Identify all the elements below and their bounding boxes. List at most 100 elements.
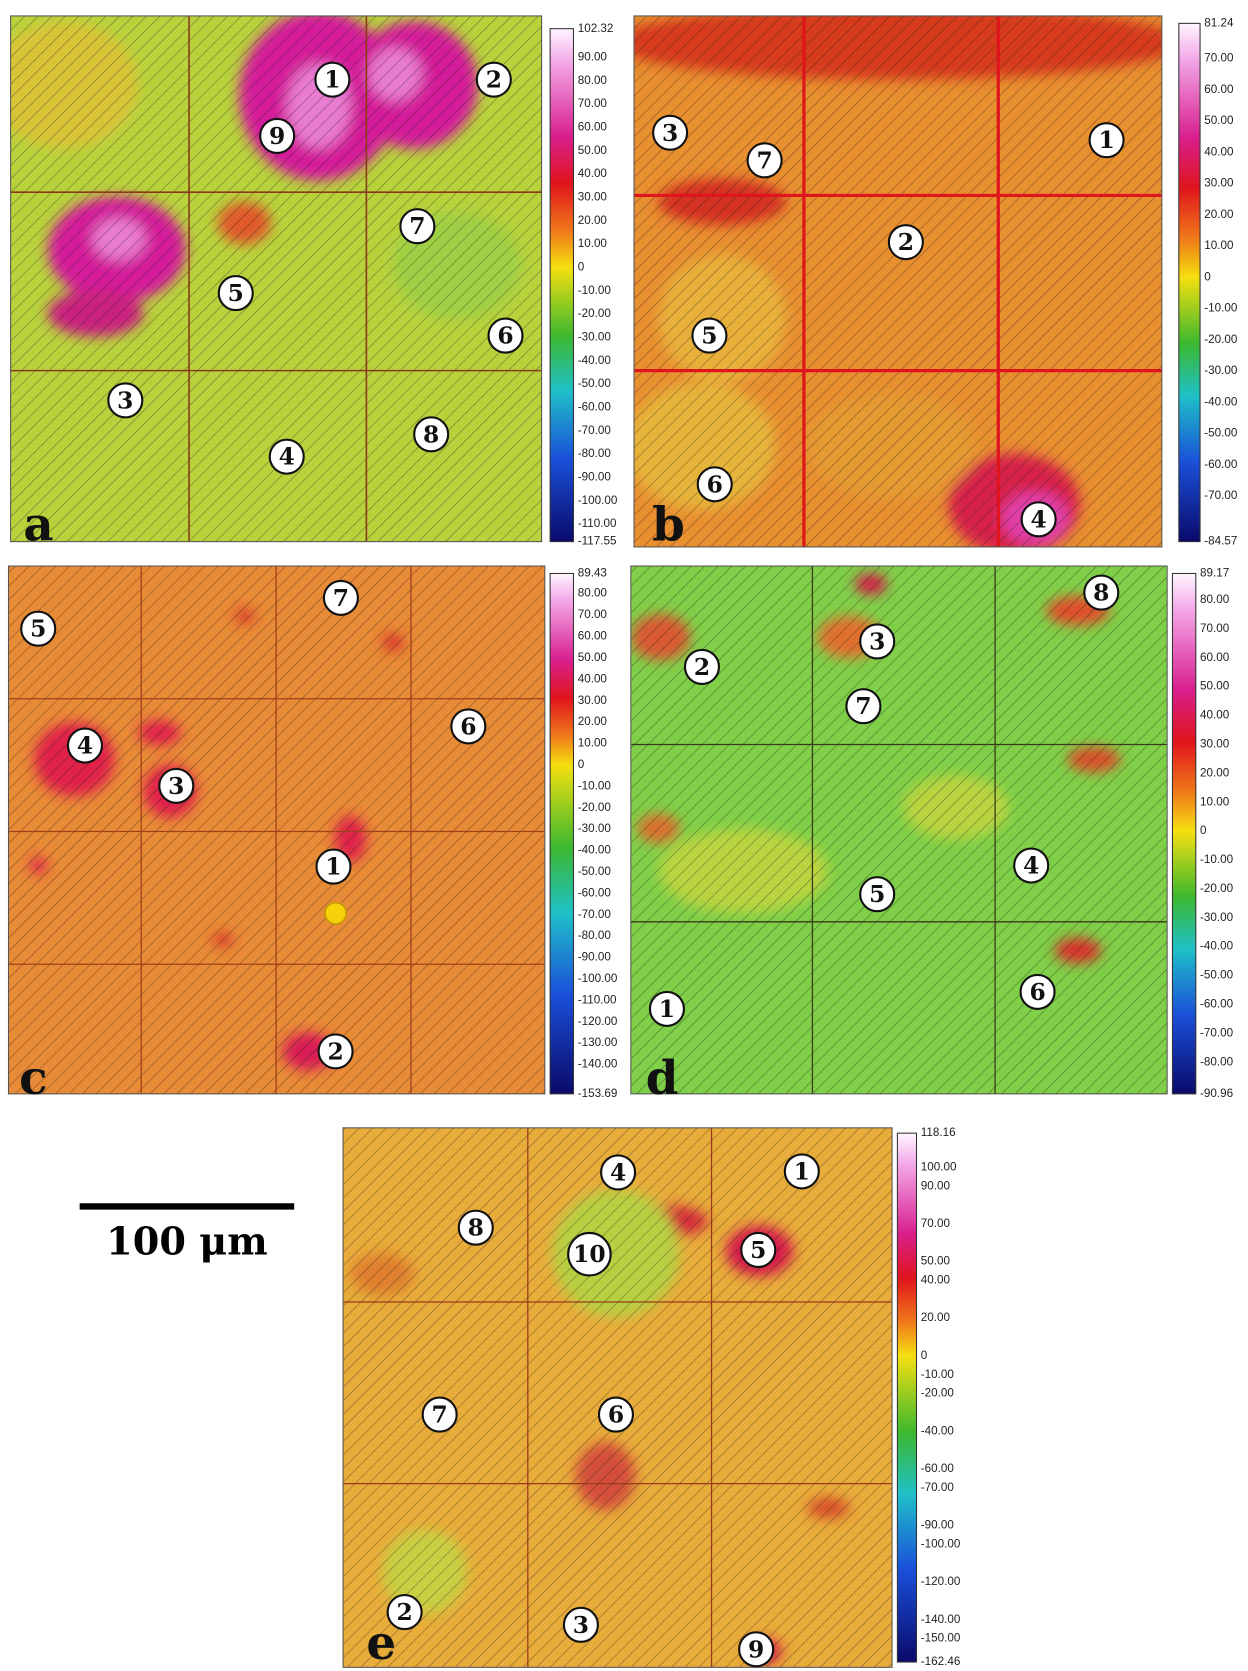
- colorbar-label: -120.00: [921, 1575, 961, 1588]
- colorbar-label: 50.00: [578, 651, 608, 664]
- colorbar-label: -30.00: [1200, 911, 1234, 924]
- marker-label: 3: [869, 627, 885, 655]
- marker-label: 7: [409, 212, 425, 240]
- marker-label: 6: [460, 712, 476, 740]
- colorbar-label: -30.00: [578, 822, 612, 835]
- colorbar-label: 50.00: [921, 1255, 951, 1268]
- colorbar-label: -70.00: [921, 1481, 955, 1494]
- colorbar-label: 40.00: [1200, 709, 1230, 722]
- colorbar-label: 20.00: [1204, 208, 1234, 221]
- panel: 89.1780.0070.0060.0050.0040.0030.0020.00…: [631, 566, 1234, 1106]
- colorbar-label: -162.46: [921, 1655, 961, 1668]
- figure-body: 100 μm 102.3290.0080.0070.0060.0050.0040…: [0, 5, 1238, 1671]
- marker-label: 5: [869, 880, 885, 908]
- colorbar-label: 60.00: [578, 630, 608, 643]
- colorbar-label: 100.00: [921, 1160, 957, 1173]
- marker-label: 4: [610, 1158, 626, 1186]
- colorbar-label: 50.00: [578, 144, 608, 157]
- colorbar-label: -150.00: [921, 1632, 961, 1645]
- colorbar-label: -90.96: [1200, 1087, 1233, 1100]
- marker-label: 3: [662, 119, 678, 147]
- colorbar-label: 80.00: [578, 587, 608, 600]
- marker-label: 7: [855, 692, 871, 720]
- colorbar-label: 70.00: [1200, 622, 1230, 635]
- colorbar-label: -10.00: [1204, 302, 1238, 315]
- marker-label: 1: [1098, 126, 1114, 154]
- colorbar-label: -10.00: [1200, 853, 1234, 866]
- marker-label: 6: [1029, 978, 1045, 1006]
- marker-label: 3: [573, 1611, 589, 1639]
- colorbar-label: 0: [578, 758, 585, 771]
- panel: 118.16100.0090.0070.0050.0040.0020.000-1…: [343, 1126, 961, 1671]
- colorbar-label: -30.00: [1204, 364, 1238, 377]
- colorbar-label: 40.00: [578, 167, 608, 180]
- colorbar-label: -20.00: [921, 1387, 955, 1400]
- colorbar-label: -60.00: [1200, 997, 1234, 1010]
- colorbar-label: -130.00: [578, 1036, 618, 1049]
- marker-label: 1: [324, 66, 340, 94]
- marker-label: 4: [1031, 505, 1047, 533]
- colorbar-label: 10.00: [578, 237, 608, 250]
- marker-label: 8: [423, 420, 439, 448]
- colorbar-label: 70.00: [578, 97, 608, 110]
- colorbar-label: 80.00: [578, 74, 608, 87]
- colorbar-label: 50.00: [1204, 114, 1234, 127]
- colorbar-label: -80.00: [578, 929, 612, 942]
- marker-label: 7: [432, 1401, 448, 1429]
- colorbar: [1172, 573, 1195, 1093]
- marker-label: 5: [750, 1236, 766, 1264]
- colorbar-label: 81.24: [1204, 16, 1234, 29]
- colorbar-label: -140.00: [921, 1613, 961, 1626]
- colorbar-label: 10.00: [1200, 795, 1230, 808]
- colorbar-label: -20.00: [1204, 333, 1238, 346]
- colorbar-label: -70.00: [1204, 489, 1238, 502]
- colorbar-label: -50.00: [578, 865, 612, 878]
- colorbar-label: -50.00: [578, 377, 612, 390]
- hatch: [631, 566, 1167, 1094]
- colorbar-label: 102.32: [578, 22, 614, 35]
- colorbar-label: -70.00: [1200, 1026, 1234, 1039]
- colorbar-label: -60.00: [578, 886, 612, 899]
- height-map: [8, 566, 544, 1094]
- colorbar-label: 90.00: [578, 50, 608, 63]
- marker-label: 6: [608, 1401, 624, 1429]
- colorbar-label: 20.00: [578, 715, 608, 728]
- marker-label: 3: [117, 386, 133, 414]
- colorbar-label: 70.00: [1204, 52, 1234, 65]
- panel-label: c: [19, 1051, 47, 1106]
- panel-label: e: [366, 1616, 396, 1671]
- colorbar-label: -90.00: [921, 1519, 955, 1532]
- colorbar-label: -70.00: [578, 424, 612, 437]
- colorbar-label: 20.00: [1200, 766, 1230, 779]
- colorbar-label: 118.16: [921, 1126, 956, 1139]
- colorbar-label: -20.00: [1200, 882, 1234, 895]
- colorbar-label: -100.00: [578, 972, 618, 985]
- marker-label: 5: [30, 615, 46, 643]
- colorbar-label: -84.57: [1204, 535, 1237, 548]
- panel-label: d: [646, 1051, 679, 1106]
- colorbar-label: 40.00: [578, 672, 608, 685]
- colorbar-label: 40.00: [921, 1274, 951, 1287]
- colorbar-label: -10.00: [578, 779, 612, 792]
- colorbar-label: -90.00: [578, 470, 612, 483]
- colorbar-label: 0: [921, 1349, 928, 1362]
- marker-label: 4: [77, 732, 93, 760]
- colorbar-label: 20.00: [578, 214, 608, 227]
- marker-label: 2: [327, 1037, 343, 1065]
- colorbar-label: 30.00: [578, 694, 608, 707]
- colorbar-label: -100.00: [921, 1537, 961, 1550]
- colorbar: [897, 1133, 916, 1662]
- colorbar-label: -20.00: [578, 307, 612, 320]
- figure: 100 μm 102.3290.0080.0070.0060.0050.0040…: [0, 0, 1248, 1671]
- colorbar-label: 40.00: [1204, 145, 1234, 158]
- panel: 81.2470.0060.0050.0040.0030.0020.0010.00…: [611, 5, 1238, 555]
- colorbar-label: -40.00: [1200, 940, 1234, 953]
- colorbar-label: 89.43: [578, 567, 607, 580]
- colorbar-label: -30.00: [578, 330, 612, 343]
- colorbar: [1179, 23, 1200, 541]
- marker-label: 7: [757, 146, 773, 174]
- colorbar-label: -110.00: [578, 993, 617, 1006]
- colorbar-label: 0: [1200, 824, 1207, 837]
- scale-bar-label: 100 μm: [106, 1220, 268, 1265]
- colorbar-label: -140.00: [578, 1058, 618, 1071]
